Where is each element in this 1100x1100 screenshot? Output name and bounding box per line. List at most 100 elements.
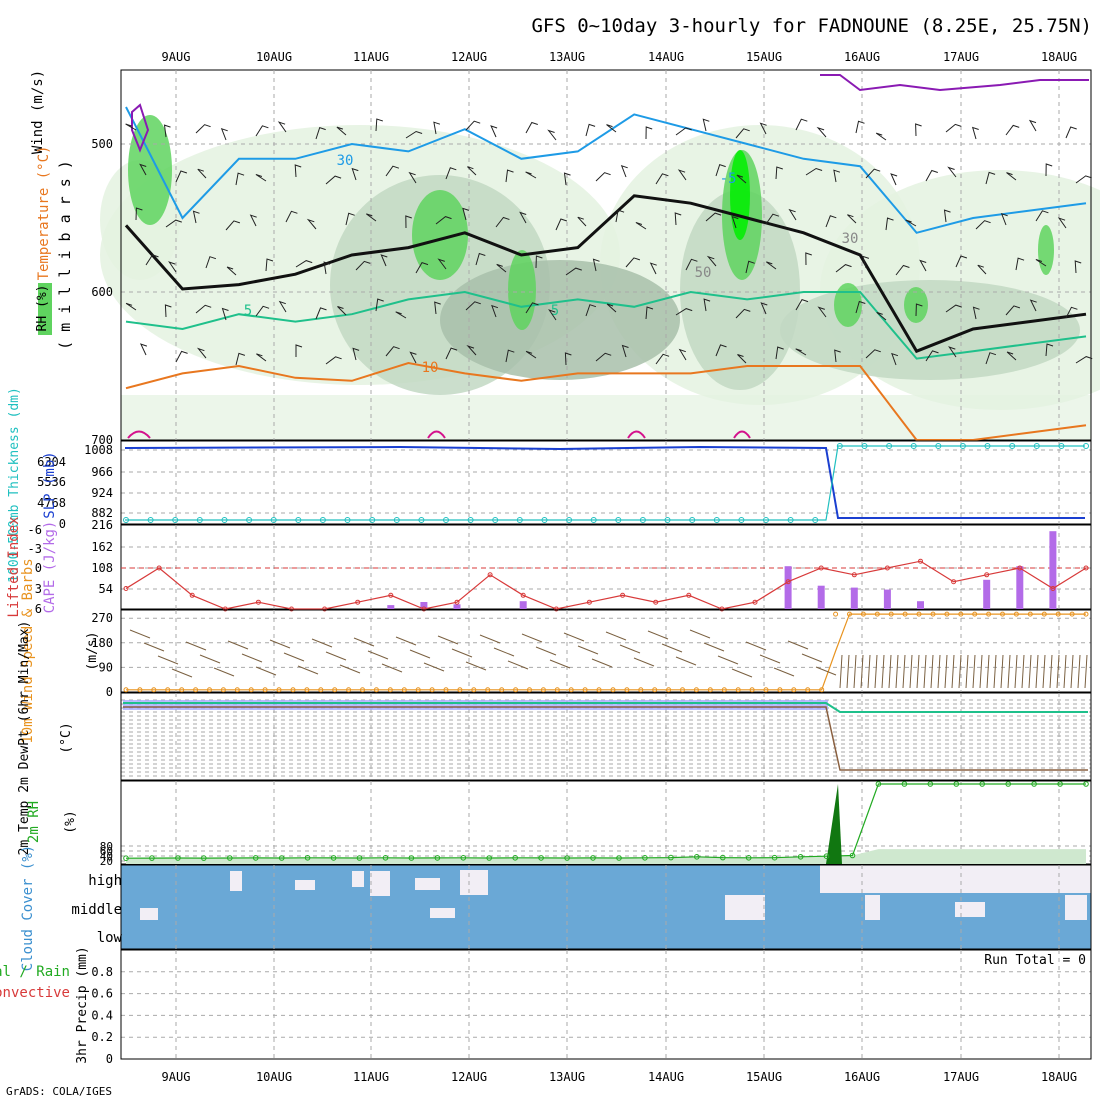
thickness-marker bbox=[492, 517, 499, 523]
wind-speed-marker bbox=[1013, 611, 1019, 617]
cloud-level-label: middle bbox=[71, 902, 122, 918]
rh2m-marker bbox=[590, 855, 596, 861]
wind-barb-10m bbox=[860, 654, 864, 689]
wind10m-axis-label: 10m Wind Speed & Barbs bbox=[20, 558, 36, 743]
wind-barb bbox=[715, 344, 727, 357]
slp-line bbox=[124, 445, 1085, 519]
wind-barb bbox=[805, 252, 812, 266]
thickness-marker bbox=[393, 517, 400, 523]
wind-barb bbox=[645, 306, 654, 320]
wind-barb-10m bbox=[535, 646, 557, 656]
cloud-cover-clear bbox=[352, 871, 364, 887]
wind-barb bbox=[496, 263, 507, 273]
wind-barb bbox=[915, 303, 923, 317]
wind-barb bbox=[435, 216, 452, 225]
rh-tick: 80 bbox=[100, 840, 113, 853]
wind-barb bbox=[1029, 299, 1037, 312]
wind-barb-10m bbox=[171, 668, 193, 678]
wind-barb bbox=[491, 304, 499, 318]
wind-barb-10m bbox=[577, 645, 599, 655]
wind-barb bbox=[165, 219, 182, 228]
cape-tick: 108 bbox=[91, 561, 113, 575]
temp-contour-purple bbox=[131, 103, 150, 153]
wind-speed-marker bbox=[429, 687, 435, 693]
wind-barb-10m bbox=[619, 644, 641, 654]
wind-barb bbox=[351, 167, 359, 181]
wind-barb bbox=[125, 123, 137, 131]
lifted-index-marker bbox=[918, 558, 923, 564]
thickness-marker bbox=[1058, 443, 1065, 449]
wind-barb-10m bbox=[451, 648, 473, 658]
wind-barb-10m bbox=[465, 661, 487, 671]
wind-barb-10m bbox=[1042, 654, 1046, 689]
wind-barb bbox=[519, 211, 527, 224]
wind-barb bbox=[703, 298, 711, 312]
rh2m-marker bbox=[123, 855, 129, 862]
thickness-tick: 4768 bbox=[37, 496, 66, 510]
wind-barb bbox=[620, 164, 628, 178]
wind-barb bbox=[759, 122, 767, 135]
wind-barb bbox=[195, 304, 212, 314]
wind-barb bbox=[352, 347, 360, 361]
wind-barb-10m bbox=[325, 651, 347, 661]
wind-barb bbox=[685, 258, 698, 271]
contour-label: 30 bbox=[842, 231, 859, 247]
precip-tick: 0.8 bbox=[91, 965, 113, 979]
rh2m-marker bbox=[304, 855, 311, 861]
contour-label: 30 bbox=[337, 153, 354, 169]
wind-barb-10m bbox=[1000, 654, 1004, 689]
wind-barb-10m bbox=[381, 663, 403, 673]
rh-shading bbox=[680, 190, 800, 390]
wind-barb bbox=[205, 256, 217, 269]
wind-barb bbox=[606, 124, 617, 133]
wind-barb bbox=[788, 208, 797, 221]
wind-barb bbox=[915, 123, 922, 137]
wind-barb bbox=[865, 349, 881, 359]
wind-barb bbox=[760, 302, 768, 315]
wind-barb bbox=[337, 306, 347, 316]
thickness-marker bbox=[984, 443, 991, 449]
thickness-marker bbox=[812, 517, 819, 523]
wind-barb-10m bbox=[367, 650, 389, 660]
wind-speed-marker bbox=[763, 687, 769, 693]
wind-barb-10m bbox=[965, 654, 969, 689]
dewpt2m-line bbox=[123, 706, 1088, 771]
wind-barb bbox=[563, 172, 571, 186]
lifted-index-tick: 6 bbox=[35, 602, 42, 616]
run-total-label: Run Total = 0 bbox=[984, 953, 1086, 968]
wind-barb-10m bbox=[591, 658, 613, 668]
wind-barb bbox=[885, 217, 894, 231]
rh2m-axis-label: 2m RH bbox=[26, 801, 42, 843]
wind-speed-marker bbox=[805, 687, 811, 693]
wind-barb-10m bbox=[1028, 654, 1032, 689]
wind-barb bbox=[395, 311, 407, 319]
wind-barb bbox=[475, 252, 486, 266]
precip-axis-label: 3hr Precip (mm) bbox=[75, 946, 90, 1063]
thickness-marker bbox=[959, 443, 966, 449]
wind-barb bbox=[1035, 210, 1049, 222]
rh2m-marker bbox=[823, 853, 830, 860]
thickness-marker bbox=[861, 443, 868, 449]
wind-barb-10m bbox=[549, 659, 571, 669]
wind-speed-marker bbox=[902, 611, 908, 617]
wind-barb-10m bbox=[339, 664, 361, 674]
lifted-index-line bbox=[125, 560, 1087, 610]
wind-barb bbox=[943, 209, 951, 223]
wind-speed-marker bbox=[860, 611, 866, 617]
lifted-index-marker bbox=[851, 572, 857, 578]
lifted-index-tick: -3 bbox=[28, 542, 42, 556]
wind-barb-10m bbox=[493, 647, 515, 657]
thickness-marker bbox=[763, 517, 769, 523]
wind-barb bbox=[525, 302, 539, 314]
thickness-marker bbox=[221, 517, 228, 523]
wind-barb bbox=[766, 261, 777, 270]
thickness-marker bbox=[172, 517, 179, 523]
lifted-index-marker bbox=[984, 572, 990, 578]
wind-barb bbox=[816, 126, 827, 138]
wind-barb bbox=[385, 165, 400, 177]
wind-barb bbox=[1005, 124, 1020, 136]
wind-barb-10m bbox=[143, 642, 165, 652]
wind-speed-marker bbox=[986, 611, 992, 617]
wind-barb bbox=[380, 254, 388, 267]
rh2m-unit-label: (%) bbox=[63, 810, 78, 833]
